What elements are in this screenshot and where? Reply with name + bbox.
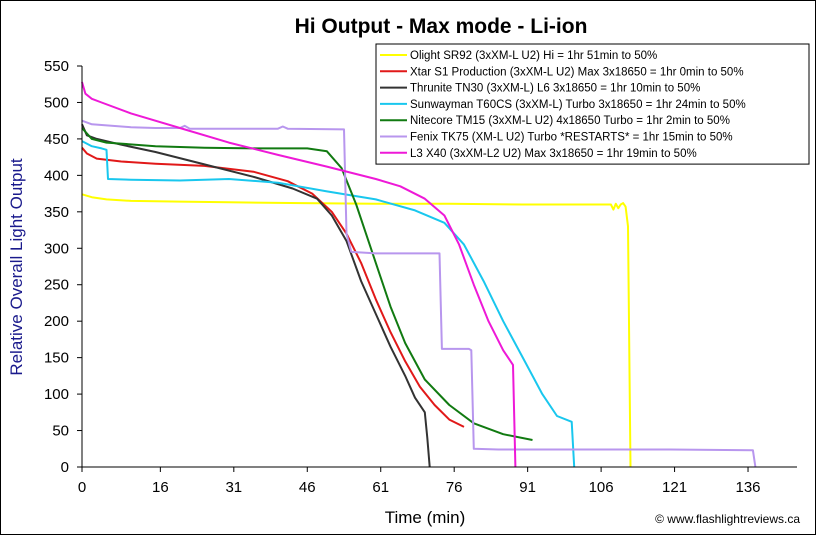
x-tick-label: 0 [78,479,86,496]
series-line-7 [81,81,517,468]
y-tick-label: 250 [44,277,69,294]
y-tick-label: 150 [44,350,69,367]
legend-entry: Nitecore TM15 (3xXM-L U2) 4x18650 Turbo … [410,115,730,127]
legend-entry: Thrunite TN30 (3xXM-L) L6 3x18650 = 1hr … [410,83,700,95]
y-tick-label: 50 [52,423,69,440]
x-tick-label: 16 [152,479,169,496]
legend-entry: Sunwayman T60CS (3xXM-L) Turbo 3x18650 =… [410,99,746,111]
y-tick-label: 100 [44,386,69,403]
y-tick-label: 350 [44,204,69,221]
series-line-4 [81,140,576,468]
y-tick-label: 400 [44,167,69,184]
x-tick-label: 31 [225,479,242,496]
chart-title: Hi Output - Max mode - Li-ion [295,15,588,38]
y-tick-label: 300 [44,240,69,257]
y-tick-label: 500 [44,94,69,111]
x-tick-label: 76 [446,479,463,496]
y-tick-label: 200 [44,313,69,330]
series-line-3 [81,123,431,468]
legend-entry: Olight SR92 (3xXM-L U2) Hi = 1hr 51min t… [410,50,657,62]
legend-box [375,43,810,165]
y-axis-label: Relative Overall Light Output [7,158,26,376]
legend-entry: L3 X40 (3xXM-L2 U2) Max 3x18650 = 1hr 19… [410,148,697,160]
y-tick-label: 0 [61,459,69,476]
x-axis-label: Time (min) [385,508,466,527]
series-line-1 [81,193,632,468]
legend-entry: Xtar S1 Production (3xXM-L U2) Max 3x186… [410,66,744,78]
legend: Olight SR92 (3xXM-L U2) Hi = 1hr 51min t… [375,43,810,165]
series-line-5 [81,127,533,441]
x-tick-label: 106 [589,479,614,496]
axes-layer: 0 50 100 150 200 250 300 350 400 450 500 550 0 16 31 46… [44,58,797,496]
y-tick-label: 550 [44,58,69,75]
y-tick-label: 450 [44,131,69,148]
legend-entry: Fenix TK75 (XM-L U2) Turbo *RESTARTS* = … [410,132,733,144]
x-tick-label: 61 [372,479,389,496]
x-tick-label: 91 [519,479,536,496]
series-layer [81,81,757,468]
x-tick-label: 46 [299,479,316,496]
series-line-2 [81,147,465,428]
x-tick-label: 136 [736,479,761,496]
x-tick-label: 121 [662,479,687,496]
credit-text: © www.flashlightreviews.ca [655,512,800,526]
